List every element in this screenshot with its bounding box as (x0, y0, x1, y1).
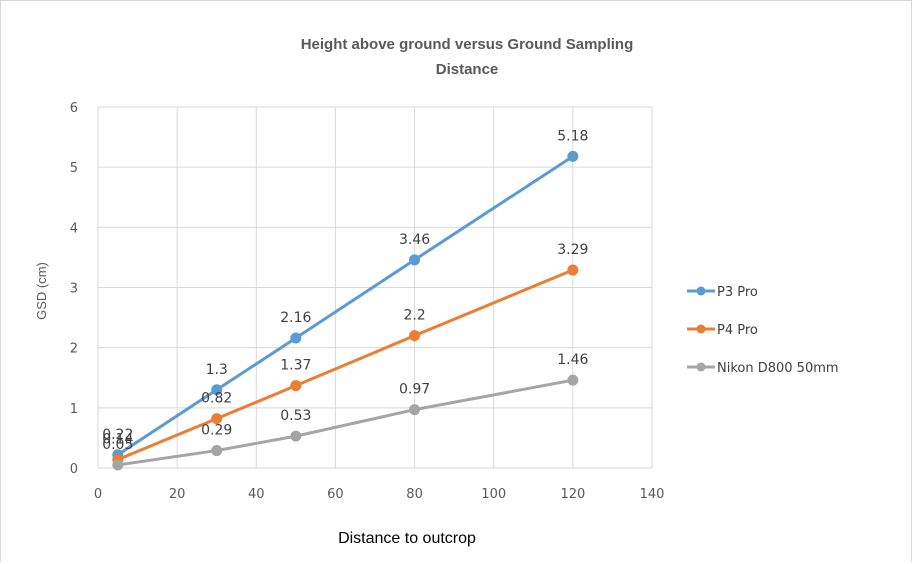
data-label-p3-pro: 0.22 (102, 427, 133, 443)
y-tick-label: 1 (70, 402, 78, 417)
data-label-nikon-d800-50mm: 0.05 (102, 437, 133, 453)
data-point-p4-pro (290, 380, 302, 392)
data-label-p3-pro: 5.18 (557, 128, 588, 144)
legend-label-p3-pro: P3 Pro (717, 285, 758, 300)
y-tick-label: 3 (70, 282, 78, 297)
data-point-p3-pro (567, 150, 579, 162)
gridlines (97, 106, 653, 469)
legend-marker-p3-pro (696, 286, 706, 296)
data-label-p3-pro: 2.16 (280, 310, 311, 326)
y-axis-title: GSD (cm) (34, 262, 49, 320)
data-labels: 0.22 1.3 2.16 3.46 5.18 0.14 0.82 1.37 2.2 3.29 0.… (102, 128, 588, 453)
x-tick-label: 100 (481, 487, 506, 502)
data-label-p3-pro: 1.3 (206, 362, 228, 378)
data-label-p4-pro: 2.2 (403, 308, 425, 324)
series-group (112, 150, 579, 471)
data-label-nikon-d800-50mm: 1.46 (557, 352, 588, 368)
data-label-nikon-d800-50mm: 0.29 (201, 423, 232, 439)
data-label-p4-pro: 0.82 (201, 391, 232, 407)
chart-title-line-1: Height above ground versus Ground Sampli… (301, 36, 634, 53)
data-label-nikon-d800-50mm: 0.97 (399, 382, 430, 398)
data-point-nikon-d800-50mm (409, 404, 421, 416)
legend-marker-nikon-d800-50mm (696, 362, 706, 372)
x-axis-title: Distance to outcrop (338, 530, 476, 547)
y-tick-label: 2 (70, 342, 78, 357)
data-point-nikon-d800-50mm (211, 445, 223, 457)
series-line-nikon-d800-50mm (117, 378, 574, 467)
y-tick-label: 6 (70, 101, 78, 116)
data-label-p4-pro: 3.29 (557, 242, 588, 258)
data-point-p3-pro (409, 254, 421, 266)
chart-title-line-2: Distance (436, 61, 499, 78)
x-tick-label: 20 (169, 487, 186, 502)
legend-marker-p4-pro (696, 324, 706, 334)
chart-title: Height above ground versus Ground Sampli… (301, 36, 634, 78)
data-point-nikon-d800-50mm (567, 374, 579, 386)
legend-label-p4-pro: P4 Pro (717, 323, 758, 338)
data-label-nikon-d800-50mm: 0.53 (280, 408, 311, 424)
data-point-p3-pro (211, 384, 223, 396)
x-tick-label: 60 (327, 487, 344, 502)
data-label-p4-pro: 0.14 (102, 432, 133, 448)
x-tick-label: 80 (406, 487, 423, 502)
data-point-p4-pro (409, 330, 421, 342)
y-tick-label: 4 (70, 221, 78, 236)
data-point-nikon-d800-50mm (290, 430, 302, 442)
legend-label-nikon-d800-50mm: Nikon D800 50mm (717, 361, 839, 376)
data-point-p4-pro (567, 264, 579, 276)
data-point-p3-pro (290, 332, 302, 344)
y-tick-label: 5 (70, 161, 78, 176)
x-tick-label: 120 (560, 487, 585, 502)
x-tick-label: 40 (248, 487, 265, 502)
data-label-p4-pro: 1.37 (280, 358, 311, 374)
series-line-p3-pro (116, 155, 574, 457)
data-point-nikon-d800-50mm (112, 459, 124, 471)
data-point-p4-pro (211, 413, 223, 425)
y-tick-label: 0 (70, 462, 78, 477)
series-line-p4-pro (117, 268, 574, 461)
x-tick-label: 0 (94, 487, 102, 502)
data-label-p3-pro: 3.46 (399, 232, 430, 248)
x-tick-label: 140 (640, 487, 665, 502)
legend: P3 Pro P4 Pro Nikon D800 50mm (687, 285, 839, 376)
